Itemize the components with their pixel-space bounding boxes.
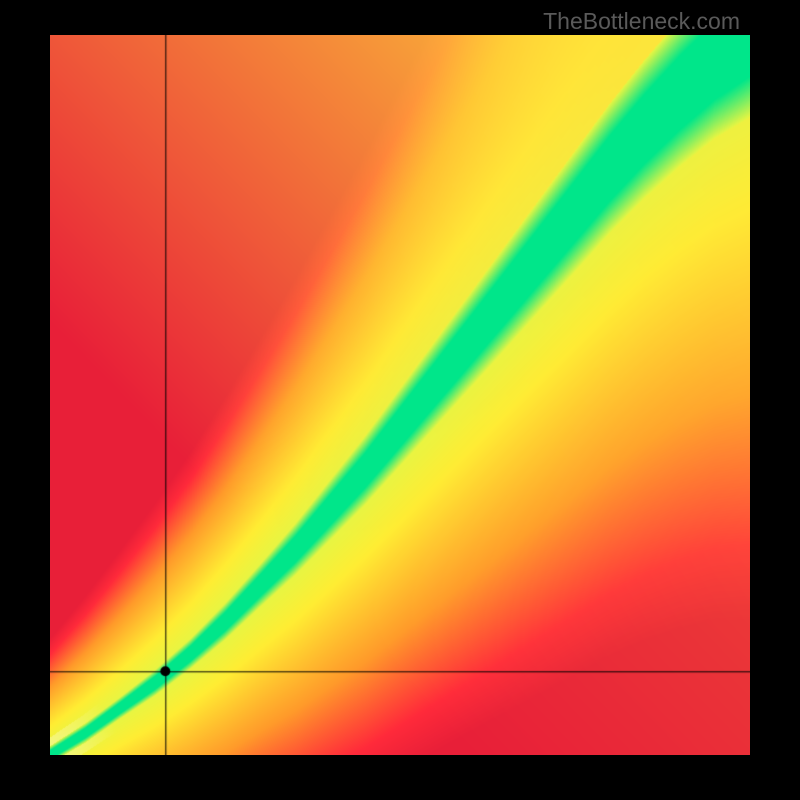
heatmap-plot: [50, 35, 750, 755]
watermark-text: TheBottleneck.com: [543, 8, 740, 35]
chart-container: TheBottleneck.com: [0, 0, 800, 800]
heatmap-canvas: [50, 35, 750, 755]
